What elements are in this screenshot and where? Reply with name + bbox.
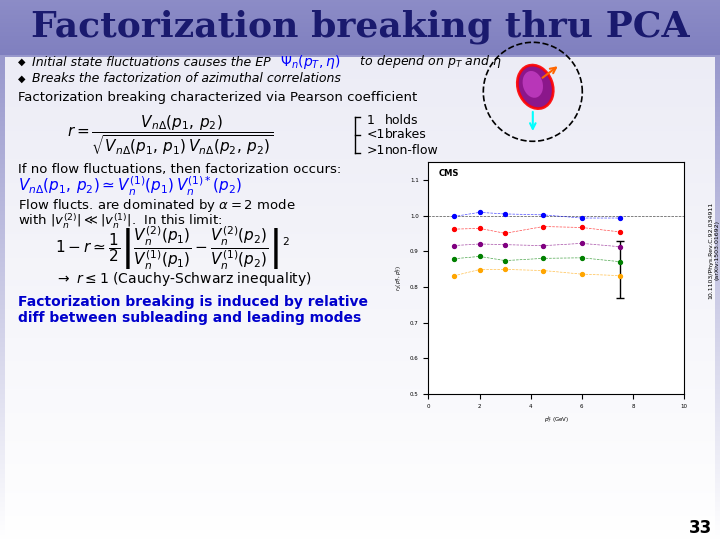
Text: $r = \dfrac{V_{n\Delta}(p_1,\, p_2)}{\sqrt{V_{n\Delta}(p_1,\,p_1)\,V_{n\Delta}(p: $r = \dfrac{V_{n\Delta}(p_1,\, p_2)}{\sq… — [67, 113, 273, 157]
Point — [614, 258, 626, 266]
Text: $\Psi_n(p_T,\eta)$: $\Psi_n(p_T,\eta)$ — [280, 53, 341, 71]
Point — [538, 266, 549, 275]
Point — [576, 270, 588, 279]
Text: ◆: ◆ — [18, 74, 26, 84]
X-axis label: $p_T^b$ (GeV): $p_T^b$ (GeV) — [544, 415, 569, 426]
Text: 10.1103/Phys.Rev.C.92.034911
(arXiv:1503.01692): 10.1103/Phys.Rev.C.92.034911 (arXiv:1503… — [708, 201, 719, 299]
Text: Initial state fluctuations causes the EP: Initial state fluctuations causes the EP — [32, 56, 274, 69]
Text: Factorization breaking characterized via Pearson coefficient: Factorization breaking characterized via… — [18, 91, 418, 104]
Text: holds: holds — [385, 113, 418, 126]
Text: with $|v_n^{(2)}| \ll |v_n^{(1)}|$.  In this limit:: with $|v_n^{(2)}| \ll |v_n^{(1)}|$. In t… — [18, 211, 222, 231]
Text: Breaks the factorization of azimuthal correlations: Breaks the factorization of azimuthal co… — [32, 72, 341, 85]
Point — [474, 265, 485, 274]
Text: diff between subleading and leading modes: diff between subleading and leading mode… — [18, 311, 361, 325]
Text: 1: 1 — [367, 113, 375, 126]
Point — [538, 211, 549, 219]
Ellipse shape — [517, 65, 553, 109]
Point — [448, 254, 459, 263]
Text: <1: <1 — [367, 129, 385, 141]
Point — [576, 214, 588, 222]
Point — [474, 208, 485, 217]
Point — [500, 256, 511, 265]
Point — [474, 224, 485, 233]
Text: CMS: CMS — [438, 169, 459, 178]
Point — [614, 214, 626, 222]
Point — [448, 272, 459, 280]
Text: brakes: brakes — [385, 129, 427, 141]
Point — [538, 222, 549, 231]
Text: If no flow fluctuations, then factorization occurs:: If no flow fluctuations, then factorizat… — [18, 163, 341, 176]
Point — [576, 253, 588, 262]
Point — [538, 241, 549, 250]
Ellipse shape — [523, 71, 543, 98]
Text: Flow flucts. are dominated by $\alpha = 2$ mode: Flow flucts. are dominated by $\alpha = … — [18, 198, 296, 214]
Point — [448, 225, 459, 233]
Point — [500, 210, 511, 218]
Point — [500, 265, 511, 274]
Point — [576, 223, 588, 232]
Point — [500, 240, 511, 249]
Text: non-flow: non-flow — [385, 144, 438, 157]
Text: Factorization breaking is induced by relative: Factorization breaking is induced by rel… — [18, 295, 368, 309]
Y-axis label: $r_2(p_T^a, p_T^b)$: $r_2(p_T^a, p_T^b)$ — [394, 265, 405, 291]
Point — [474, 240, 485, 248]
Text: $\rightarrow$ $r \leq 1$ (Cauchy-Schwarz inequality): $\rightarrow$ $r \leq 1$ (Cauchy-Schwarz… — [55, 270, 312, 288]
Point — [614, 242, 626, 251]
FancyBboxPatch shape — [5, 57, 715, 535]
Text: $V_{n\Delta}(p_1,\,p_2) \simeq V_n^{(1)}(p_1)\,V_n^{(1)*}(p_2)$: $V_{n\Delta}(p_1,\,p_2) \simeq V_n^{(1)}… — [18, 174, 242, 198]
Point — [500, 229, 511, 238]
Text: >1: >1 — [367, 144, 385, 157]
Text: ◆: ◆ — [18, 57, 26, 67]
Point — [576, 239, 588, 248]
Point — [614, 227, 626, 236]
Point — [538, 254, 549, 262]
Text: Factorization breaking thru PCA: Factorization breaking thru PCA — [31, 10, 689, 44]
Point — [614, 271, 626, 280]
Text: to depend on $p_T$ and $\eta$: to depend on $p_T$ and $\eta$ — [352, 53, 502, 71]
Point — [448, 241, 459, 250]
Text: $1 - r \simeq \dfrac{1}{2}\left|\dfrac{V_n^{(2)}(p_1)}{V_n^{(1)}(p_1)} - \dfrac{: $1 - r \simeq \dfrac{1}{2}\left|\dfrac{V… — [55, 225, 290, 272]
Point — [474, 252, 485, 261]
Point — [448, 212, 459, 221]
Text: 33: 33 — [688, 519, 711, 537]
